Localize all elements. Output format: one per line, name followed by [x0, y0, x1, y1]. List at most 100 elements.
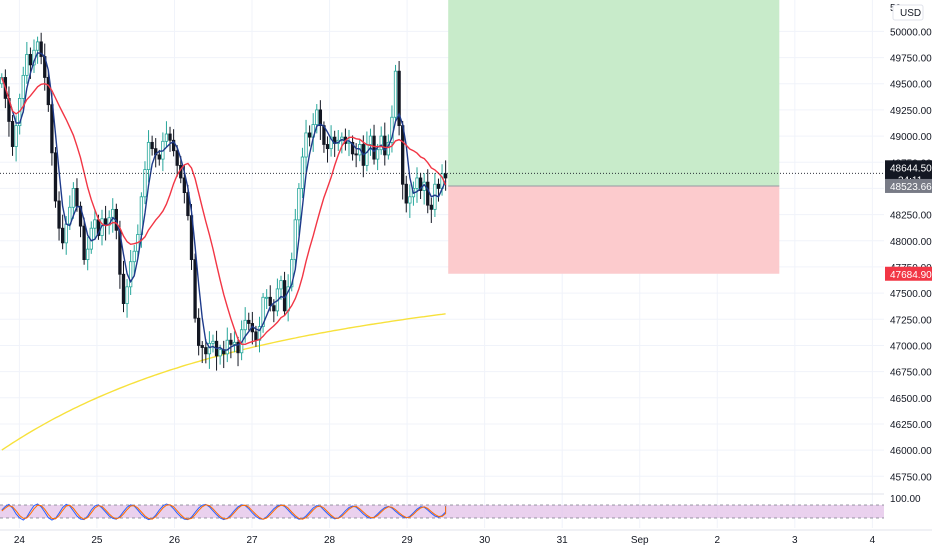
last-price-marker-label: 48644.50	[890, 163, 932, 174]
price-tick-label: 48250.00	[890, 211, 932, 222]
candle-body	[232, 341, 237, 345]
price-tick-label: 49000.00	[890, 132, 932, 143]
stoch-band	[0, 505, 884, 518]
moving-average-mid	[1, 77, 447, 346]
candle-body	[78, 205, 83, 227]
candle-body	[393, 70, 398, 118]
candle-body	[265, 296, 269, 299]
candle-body	[300, 156, 305, 189]
candle-body	[75, 188, 79, 207]
candle-body	[243, 319, 247, 331]
candle-body	[325, 144, 330, 150]
candle-body	[93, 219, 97, 229]
time-tick-label: 29	[402, 535, 414, 546]
time-tick-label: 25	[91, 535, 103, 546]
candle-body	[315, 109, 319, 125]
candle-body	[121, 273, 126, 304]
time-tick-label: 26	[169, 535, 181, 546]
candle-body	[71, 188, 76, 208]
candle-body	[182, 177, 186, 194]
candle-body	[386, 141, 391, 156]
candle-body	[53, 152, 58, 202]
candle-body	[318, 109, 323, 127]
candle-body	[426, 181, 430, 206]
candle-body	[157, 154, 161, 160]
candle-body	[225, 339, 229, 355]
candle-body	[268, 296, 272, 307]
candle-body	[236, 341, 240, 354]
candle-body	[247, 319, 251, 324]
price-tick-label: 49750.00	[890, 54, 932, 65]
candle-body	[207, 342, 212, 355]
fast-ma-line	[1, 52, 447, 351]
time-tick-label: 28	[324, 535, 336, 546]
price-tick-label: 47000.00	[890, 341, 932, 352]
long-position-tool[interactable]	[448, 0, 780, 274]
candle-body	[254, 331, 258, 341]
candle-body	[28, 54, 33, 66]
price-tick-label: 46250.00	[890, 420, 932, 431]
candle-body	[293, 219, 297, 261]
candle-body	[197, 317, 201, 346]
candle-body	[379, 135, 383, 151]
candle-body	[132, 250, 136, 263]
stop-price-marker-label: 47684.90	[890, 270, 932, 281]
candle-body	[307, 132, 312, 138]
candle-body	[25, 54, 29, 76]
candle-body	[111, 208, 115, 219]
price-tick-label: 50000.00	[890, 27, 932, 38]
candle-body	[193, 259, 197, 319]
time-axis[interactable]: 24 25 26 27 28 29 30 31 Sep 2 3 4	[14, 535, 876, 546]
candle-body	[57, 200, 61, 229]
candle-body	[433, 183, 437, 210]
candle-body	[118, 229, 122, 275]
candle-body	[368, 135, 373, 145]
stoch-level-label: 100.00	[890, 494, 921, 505]
candle-body	[204, 347, 208, 355]
candle-body	[383, 135, 387, 156]
moving-average-200	[1, 313, 446, 451]
candle-body	[128, 261, 133, 288]
candle-body	[218, 349, 222, 357]
stoch-k-line	[1, 503, 447, 521]
candle-body	[35, 41, 40, 51]
time-tick-label: 4	[870, 535, 876, 546]
ma200-line	[1, 313, 446, 451]
candle-body	[415, 177, 419, 189]
candle-body	[125, 286, 129, 304]
candle-body	[168, 133, 172, 141]
stop-price-marker-bg	[885, 266, 932, 281]
candle-body	[175, 150, 179, 166]
currency-label: USD	[900, 8, 921, 19]
entry-price-marker-label: 48523.66	[890, 182, 932, 193]
candle-body	[14, 125, 18, 147]
time-tick-label: 30	[479, 535, 491, 546]
price-tick-label: 47500.00	[890, 289, 932, 300]
candle-body	[272, 305, 276, 312]
price-tick-label: 48000.00	[890, 237, 932, 248]
price-tick-label: 47250.00	[890, 315, 932, 326]
candle-body	[46, 77, 50, 106]
price-axis[interactable]: 45750.00 46000.00 46250.00 46500.00 46750.00…	[890, 3, 932, 483]
candle-body	[60, 227, 65, 244]
candle-body	[329, 136, 333, 150]
candle-body	[39, 41, 43, 57]
price-tick-label: 49250.00	[890, 106, 932, 117]
time-tick-label: 27	[246, 535, 258, 546]
candle-body	[365, 144, 369, 166]
candle-body	[304, 132, 308, 158]
candle-body	[372, 135, 376, 160]
candle-body	[146, 141, 151, 170]
mid-ma-line	[1, 77, 447, 346]
time-tick-label: 2	[714, 535, 720, 546]
time-tick-label: 24	[14, 535, 26, 546]
candle-body	[10, 121, 15, 147]
candle-body	[429, 204, 433, 210]
candle-body	[164, 133, 169, 142]
moving-average-fast	[1, 52, 447, 351]
candle-body	[86, 248, 90, 261]
currency-badge[interactable]	[892, 4, 924, 21]
